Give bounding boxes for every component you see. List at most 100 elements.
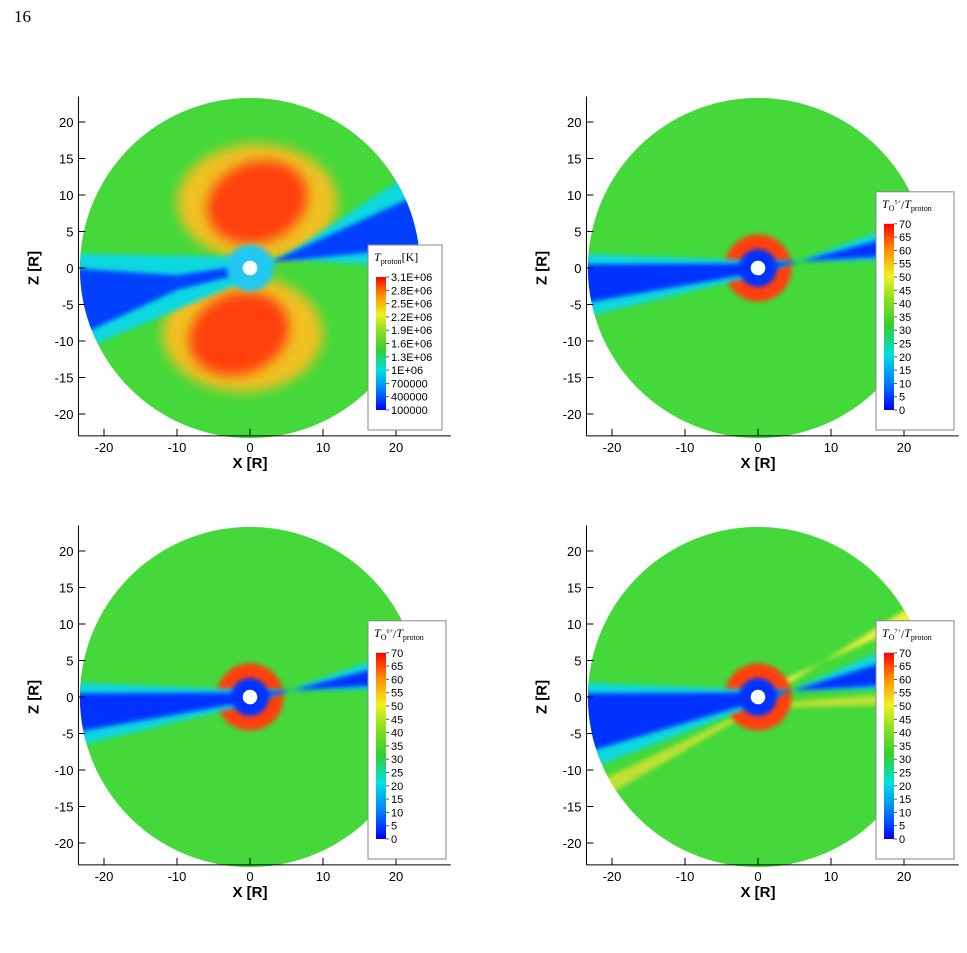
colorbar-label: 5 — [899, 821, 905, 833]
legend-title: TO6+/Tproton — [374, 626, 424, 642]
x-tick-label: 20 — [389, 869, 403, 884]
body-disk — [242, 260, 258, 276]
page-number: 16 — [14, 7, 31, 26]
colorbar-label: 2.2E+06 — [391, 312, 432, 324]
colorbar-label: 30 — [899, 325, 911, 337]
colorbar-label: 60 — [391, 674, 403, 686]
colorbar — [884, 223, 894, 410]
colorbar-label: 45 — [391, 714, 403, 726]
colorbar-label: 5 — [899, 392, 905, 404]
colorbar-label: 10 — [899, 807, 911, 819]
colorbar — [376, 277, 386, 410]
colorbar-label: 50 — [899, 701, 911, 713]
y-tick-label: -20 — [55, 836, 74, 851]
color-field — [79, 526, 421, 868]
x-tick-label: 0 — [246, 869, 253, 884]
colorbar-label: 400000 — [391, 392, 428, 404]
colorbar-label: 60 — [899, 674, 911, 686]
legend-title-part: proton — [403, 633, 424, 642]
colorbar-label: 60 — [899, 245, 911, 257]
colorbar-label: 65 — [391, 661, 403, 673]
colorbar-label: 10 — [391, 807, 403, 819]
legend-title-part: proton — [911, 204, 932, 213]
y-tick-label: 15 — [567, 152, 581, 167]
x-tick-label: 0 — [754, 869, 761, 884]
body-disk — [242, 689, 258, 705]
y-tick-label: 10 — [59, 188, 73, 203]
legend-title-part: / — [901, 198, 905, 212]
y-tick-label: -5 — [62, 298, 74, 313]
y-tick-label: 15 — [59, 581, 73, 596]
legend-title-part: 7+ — [894, 629, 901, 635]
colorbar-label: 55 — [899, 259, 911, 271]
legend-title-part: T — [374, 250, 382, 264]
y-tick-label: -10 — [563, 763, 582, 778]
colorbar-label: 40 — [899, 728, 911, 740]
colorbar-label: 35 — [391, 741, 403, 753]
colorbar-label: 0 — [391, 834, 397, 846]
y-tick-label: -15 — [563, 800, 582, 815]
colorbar-label: 700000 — [391, 378, 428, 390]
x-tick-label: -20 — [603, 869, 622, 884]
y-axis-label: Z [R] — [533, 680, 550, 714]
y-tick-label: -15 — [55, 800, 74, 815]
x-tick-label: -20 — [95, 440, 114, 455]
colorbar-label: 30 — [899, 754, 911, 766]
y-tick-label: -5 — [62, 727, 74, 742]
x-tick-label: 10 — [824, 440, 838, 455]
y-tick-label: -20 — [55, 407, 74, 422]
colorbar-label: 50 — [391, 701, 403, 713]
colorbar-label: 0 — [899, 834, 905, 846]
x-axis-label: X [R] — [233, 884, 268, 901]
colorbar-label: 100000 — [391, 405, 428, 417]
y-tick-label: 5 — [66, 654, 73, 669]
colorbar-label: 70 — [899, 219, 911, 231]
x-axis-label: X [R] — [233, 455, 268, 472]
legend-title-part: / — [901, 627, 905, 641]
body-disk — [750, 260, 766, 276]
y-tick-label: -10 — [55, 334, 74, 349]
x-tick-label: 0 — [246, 440, 253, 455]
y-tick-label: -15 — [55, 371, 74, 386]
x-tick-label: -10 — [676, 440, 695, 455]
legend-title-part: T — [882, 197, 890, 211]
legend-title-part: T — [904, 626, 912, 640]
legend-title: Tproton[K] — [374, 250, 418, 266]
legend-title-part: T — [374, 626, 382, 640]
legend-title-part: 5+ — [894, 200, 901, 206]
y-tick-label: 0 — [66, 690, 73, 705]
field-lobe — [207, 160, 308, 244]
legend-title: TO7+/Tproton — [882, 626, 932, 642]
y-tick-label: 0 — [574, 690, 581, 705]
x-tick-label: -20 — [95, 869, 114, 884]
colorbar — [884, 652, 894, 839]
colorbar — [376, 652, 386, 839]
y-tick-label: 0 — [574, 261, 581, 276]
colorbar-label: 70 — [899, 648, 911, 660]
colorbar-label: 25 — [391, 768, 403, 780]
y-tick-label: 10 — [59, 617, 73, 632]
colorbar-label: 25 — [899, 768, 911, 780]
x-axis-label: X [R] — [741, 455, 776, 472]
colorbar-label: 15 — [899, 794, 911, 806]
y-tick-label: 20 — [59, 544, 73, 559]
field-lobe — [189, 292, 289, 376]
y-tick-label: 5 — [574, 225, 581, 240]
legend-title-part: [K] — [402, 250, 419, 264]
legend-title-part: proton — [911, 633, 932, 642]
colorbar-label: 5 — [391, 821, 397, 833]
legend-title-part: O — [381, 633, 387, 642]
colorbar-label: 65 — [899, 661, 911, 673]
x-tick-label: 10 — [316, 869, 330, 884]
colorbar-label: 1E+06 — [391, 365, 423, 377]
x-tick-label: -10 — [168, 440, 187, 455]
y-axis-label: Z [R] — [25, 251, 42, 285]
colorbar-label: 15 — [391, 794, 403, 806]
y-tick-label: -20 — [563, 407, 582, 422]
colorbar-label: 40 — [899, 299, 911, 311]
y-tick-label: 10 — [567, 188, 581, 203]
